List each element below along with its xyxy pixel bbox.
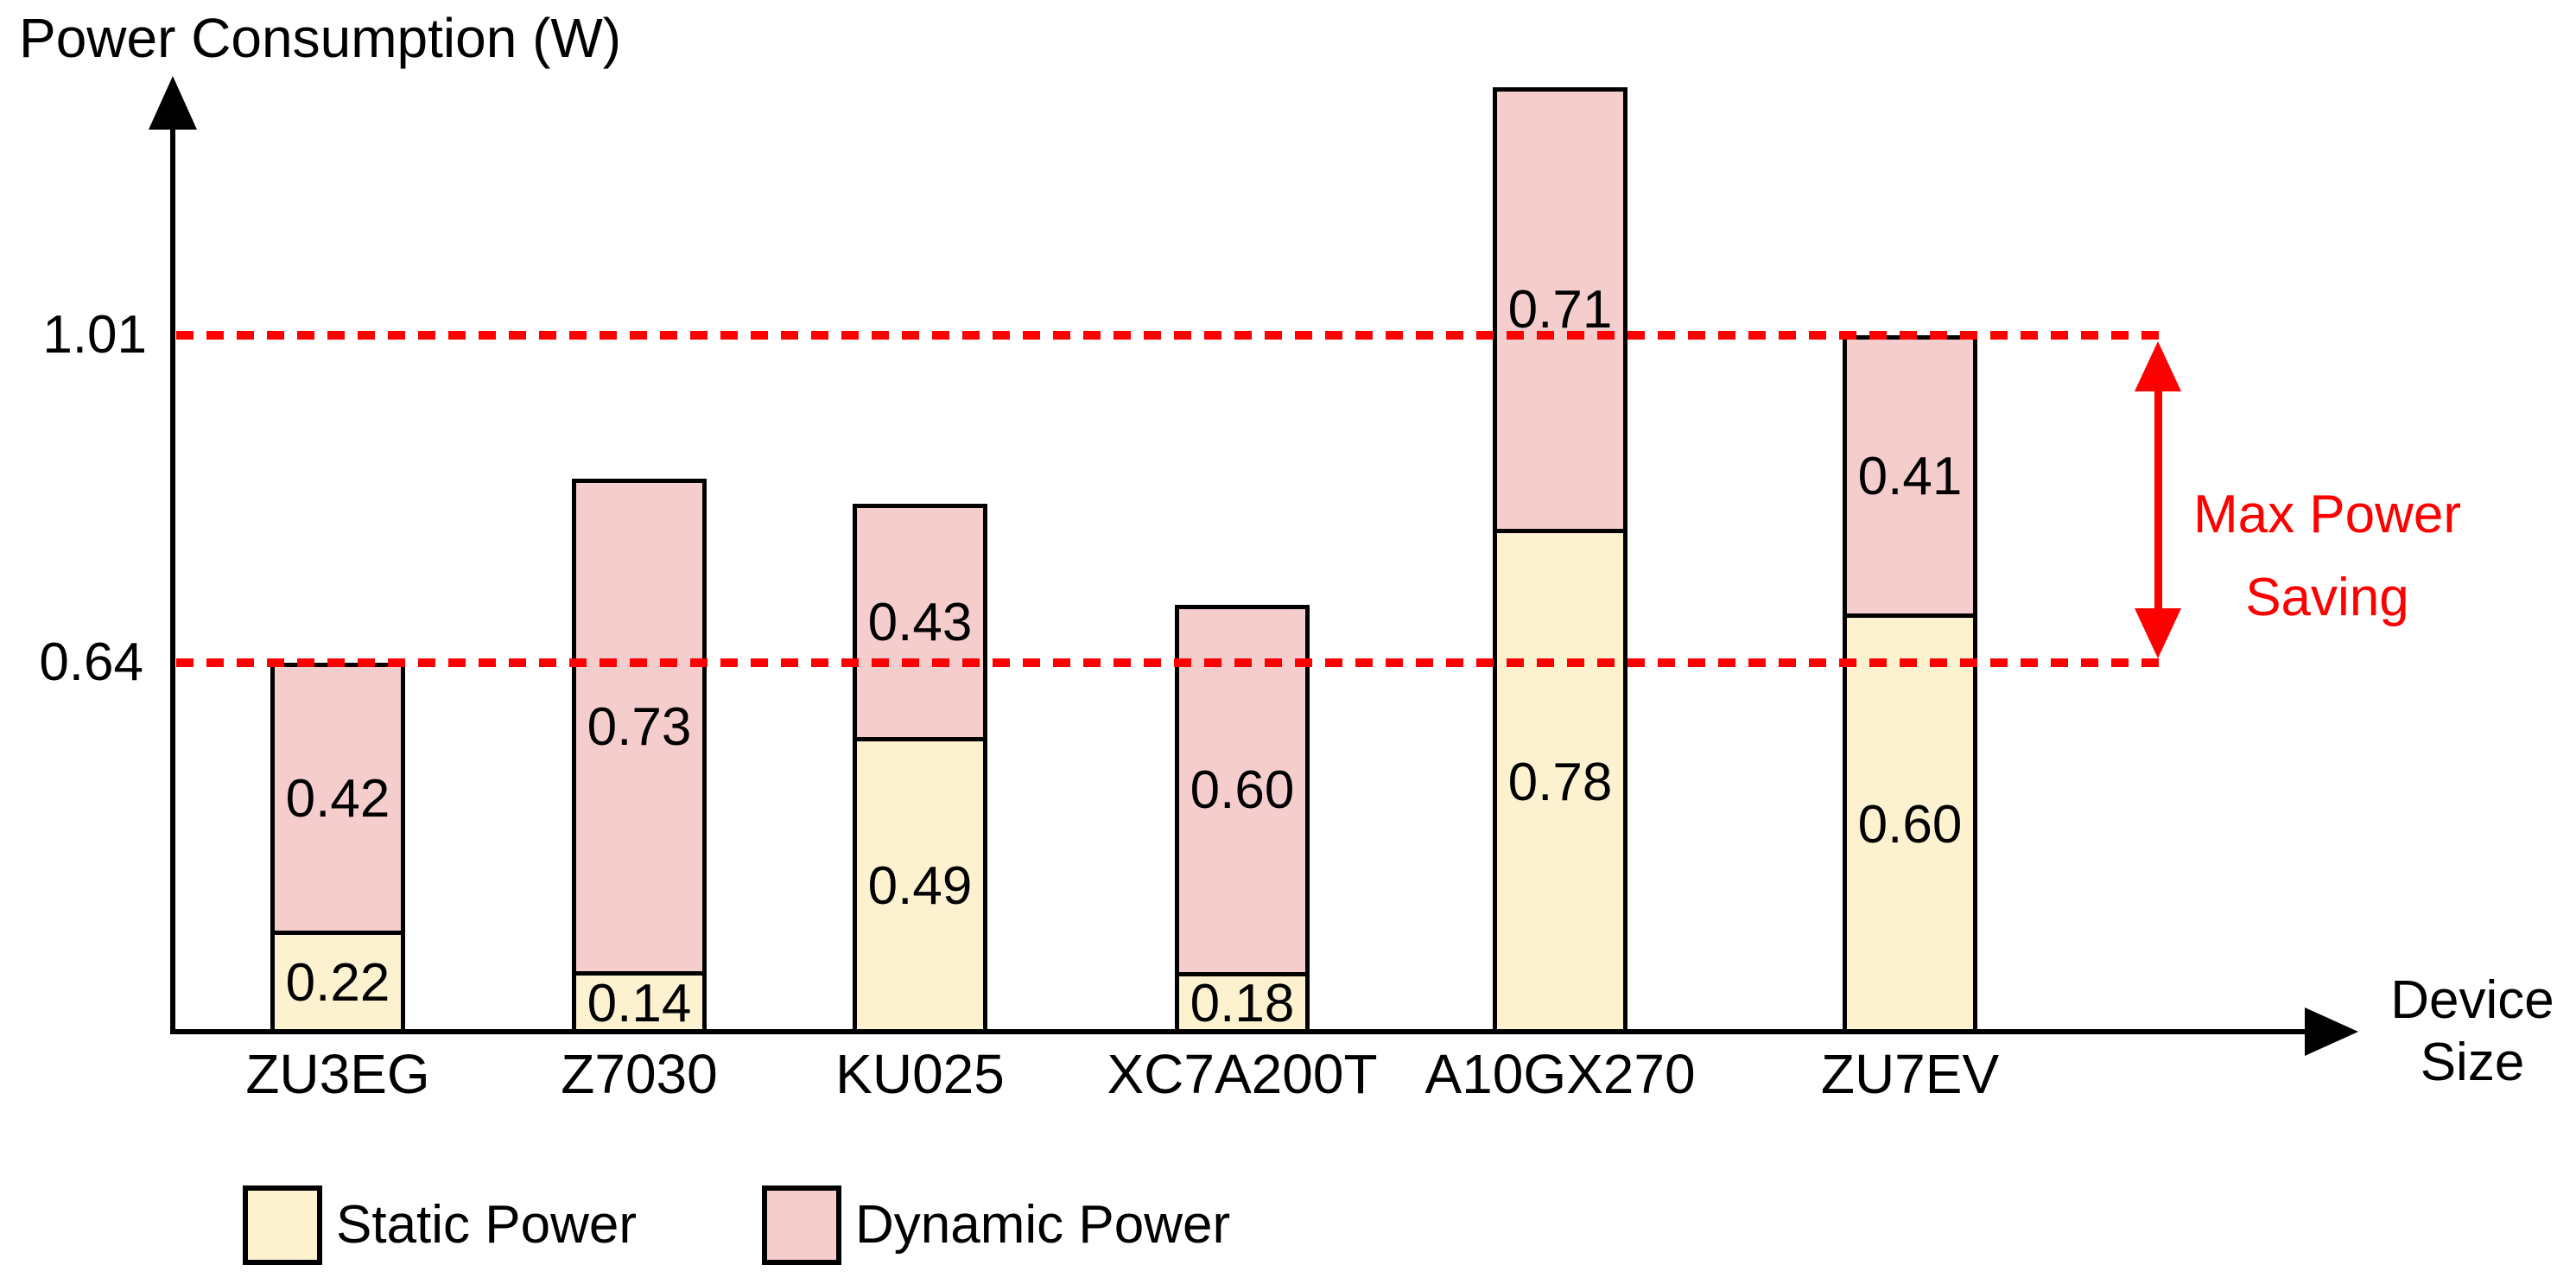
x-axis-title-line-1: Device <box>2390 970 2554 1030</box>
x-axis-title-line-2: Size <box>2420 1033 2525 1092</box>
legend-label-dynamic-power: Dynamic Power <box>855 1195 1231 1255</box>
bar-xc7a200t-dynamic-value: 0.60 <box>1190 760 1295 820</box>
reference-line-1-01 <box>176 331 2160 340</box>
category-label-z7030: Z7030 <box>561 1043 718 1105</box>
max-power-saving-arrow <box>2154 380 2162 618</box>
arrow-up-icon <box>2135 341 2181 391</box>
bar-ku025-dynamic-segment: 0.43 <box>853 504 987 741</box>
bar-zu3eg-dynamic-value: 0.42 <box>285 768 390 829</box>
bar-ku025-static-value: 0.49 <box>867 856 973 916</box>
bar-ku025-dynamic-value: 0.43 <box>867 592 973 652</box>
legend-item-static-power: Static Power <box>243 1185 637 1265</box>
category-label-zu7ev: ZU7EV <box>1820 1043 2000 1105</box>
bar-z7030-static-segment: 0.14 <box>572 976 707 1032</box>
x-axis-arrowhead-icon <box>2305 1007 2358 1056</box>
annotation-line-1: Max Power <box>2192 485 2462 544</box>
y-tick-0-64: 0.64 <box>39 632 143 692</box>
static-power-swatch <box>243 1185 322 1265</box>
bar-zu7ev-static-segment: 0.60 <box>1843 618 1977 1032</box>
bar-zu3eg-static-segment: 0.22 <box>270 935 405 1032</box>
y-axis-title: Power Consumption (W) <box>19 7 622 69</box>
legend-label-static-power: Static Power <box>336 1195 638 1255</box>
category-label-xc7a200t: XC7A200T <box>1107 1043 1378 1105</box>
bar-zu3eg-static-value: 0.22 <box>285 953 390 1013</box>
bar-zu7ev-static-value: 0.60 <box>1857 794 1963 855</box>
y-axis-arrowhead-icon <box>149 76 197 130</box>
annotation-line-2: Saving <box>2245 568 2409 627</box>
y-axis-line <box>170 119 175 1033</box>
bar-z7030-static-value: 0.14 <box>587 973 692 1033</box>
bar-z7030-dynamic-segment: 0.73 <box>572 479 707 976</box>
reference-line-0-64 <box>176 658 2160 667</box>
bar-xc7a200t-static-value: 0.18 <box>1190 974 1295 1033</box>
category-label-a10gx270: A10GX270 <box>1424 1043 1696 1105</box>
arrow-down-icon <box>2135 608 2181 658</box>
bar-zu7ev-dynamic-segment: 0.41 <box>1843 335 1977 618</box>
bar-z7030-dynamic-value: 0.73 <box>587 696 692 757</box>
category-label-ku025: KU025 <box>835 1043 1005 1105</box>
bar-a10gx270-static-value: 0.78 <box>1507 752 1613 812</box>
dynamic-power-swatch <box>762 1185 841 1265</box>
x-axis-title: Device Size <box>2370 969 2574 1094</box>
bar-ku025-static-segment: 0.49 <box>853 741 987 1032</box>
bar-a10gx270-static-segment: 0.78 <box>1493 533 1627 1032</box>
bar-xc7a200t-static-segment: 0.18 <box>1175 976 1310 1032</box>
legend-item-dynamic-power: Dynamic Power <box>762 1185 1230 1265</box>
y-tick-1-01: 1.01 <box>42 305 147 365</box>
bar-a10gx270-dynamic-value: 0.71 <box>1507 280 1613 340</box>
bar-a10gx270-dynamic-segment: 0.71 <box>1493 87 1627 533</box>
x-axis-line <box>170 1029 2311 1034</box>
bar-zu7ev-dynamic-value: 0.41 <box>1857 446 1963 506</box>
bar-zu3eg-dynamic-segment: 0.42 <box>270 663 405 935</box>
max-power-saving-label: Max Power Saving <box>2167 474 2488 639</box>
category-label-zu3eg: ZU3EG <box>245 1043 430 1105</box>
